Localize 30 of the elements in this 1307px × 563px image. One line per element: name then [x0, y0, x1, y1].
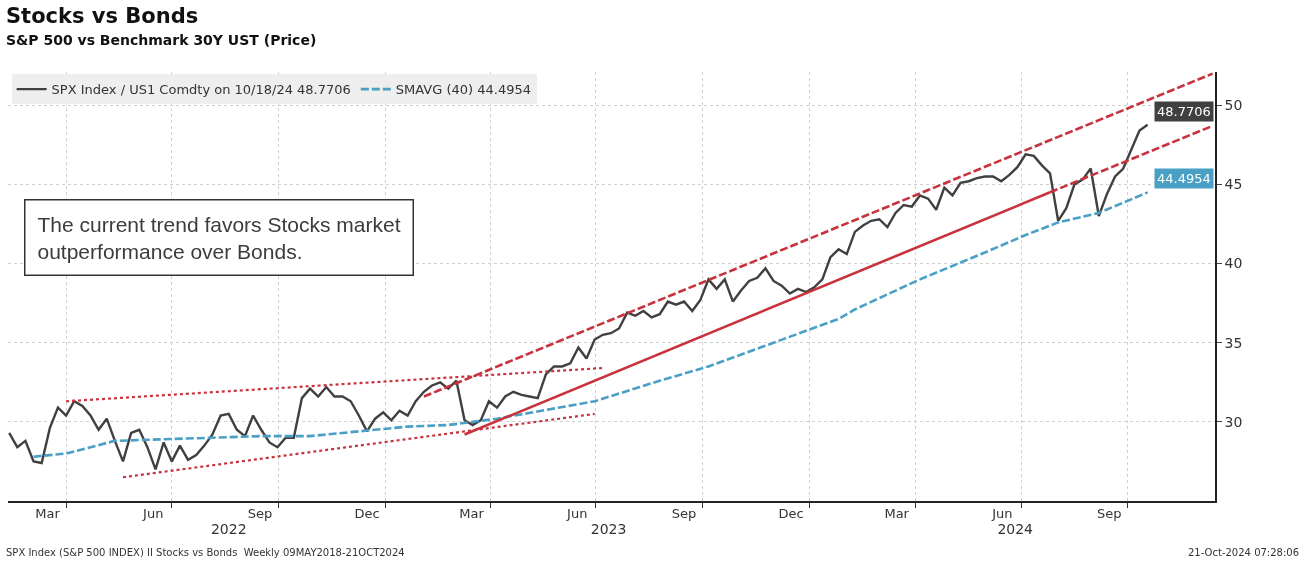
text: SPX Index (S&P 500 INDEX) II Stocks vs Bonds Weekly 09MAY2018-21OCT2024 [6, 547, 405, 558]
x-tick-label: Jun [991, 506, 1013, 522]
legend-label: SMAVG (40) 44.4954 [395, 82, 532, 98]
data-label: 44.4954 [1157, 171, 1211, 186]
x-tick-label: Mar [35, 506, 61, 522]
annotation: The current trend favors Stocks market outperformance over Bonds. [37, 212, 401, 263]
x2-tick-label: 2023 [590, 521, 627, 537]
y-tick-label: 30 [1224, 413, 1243, 430]
y-tick-label: 45 [1224, 176, 1243, 193]
x-tick-label: Mar [459, 506, 485, 522]
chart-title: Stocks vs Bonds [6, 4, 199, 28]
x-tick-label: Sep [671, 506, 697, 522]
x-tick-label: Mar [884, 506, 910, 522]
x2-tick-label: 2024 [997, 521, 1034, 537]
y-tick-label: 35 [1224, 334, 1243, 351]
legend-label: SPX Index / US1 Comdty on 10/18/24 48.7706 [51, 82, 351, 98]
text: 21-Oct-2024 07:28:06 [1188, 547, 1300, 558]
line-series [8, 123, 1149, 471]
x-tick-label: Jun [566, 506, 588, 522]
x-tick-label: Jun [142, 506, 164, 522]
x-tick-label: Dec [778, 506, 804, 522]
line-series [32, 191, 1149, 458]
x-tick-label: Dec [354, 506, 380, 522]
chart-subtitle: S&P 500 vs Benchmark 30Y UST (Price) [6, 32, 317, 48]
x2-tick-label: 2022 [210, 521, 247, 537]
y-tick-label: 50 [1224, 97, 1243, 114]
y-tick-label: 40 [1224, 255, 1243, 272]
data-label: 48.7706 [1157, 104, 1211, 119]
x-tick-label: Sep [247, 506, 273, 522]
x-tick-label: Sep [1097, 506, 1122, 522]
